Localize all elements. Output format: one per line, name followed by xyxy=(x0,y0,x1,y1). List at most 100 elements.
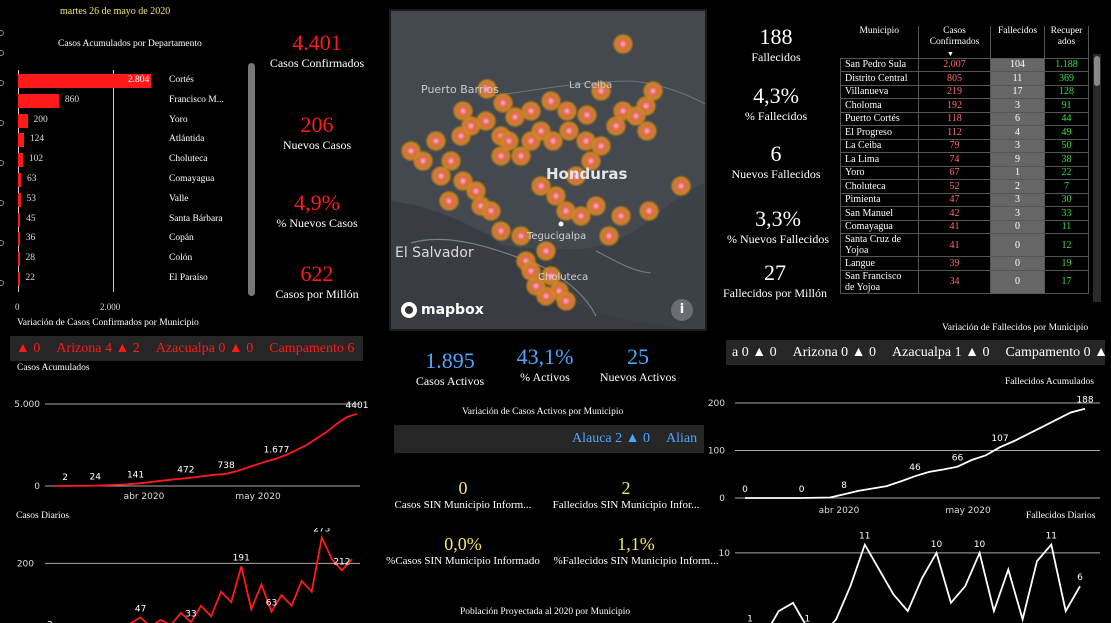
municipality-table-container[interactable]: Municipio Casos Confirmados ▼ Fallecidos … xyxy=(840,26,1102,301)
dept-bar[interactable] xyxy=(18,74,152,88)
data-label: 47 xyxy=(135,604,146,614)
data-label: 6 xyxy=(1077,573,1083,583)
dept-category-label: Copán xyxy=(169,233,194,244)
col-header-casos[interactable]: Casos Confirmados ▼ xyxy=(918,26,991,58)
dept-bar[interactable] xyxy=(18,93,59,108)
cell-fallecidos: 11 xyxy=(990,71,1045,86)
series-line[interactable] xyxy=(745,407,1086,499)
dept-category-label: El Paraíso xyxy=(169,273,208,283)
dept-bar[interactable] xyxy=(18,232,20,247)
table-row[interactable]: Pimienta 47 3 30 xyxy=(840,192,1089,207)
col-header-recuperados[interactable]: Recuper ados xyxy=(1044,26,1089,58)
case-heat-dot xyxy=(576,104,598,126)
dept-bar[interactable] xyxy=(18,133,24,148)
dept-bar[interactable] xyxy=(18,192,21,207)
data-label: 188 xyxy=(1076,396,1093,406)
cumulative-deaths-chart[interactable]: 0 100 200 abr 2020 may 2020 0 0 8 46 66 107 188 xyxy=(700,390,1111,517)
series-line[interactable] xyxy=(750,542,1081,623)
col-header-fallecidos[interactable]: Fallecidos xyxy=(990,26,1045,58)
case-heat-dot xyxy=(585,195,607,217)
case-heat-dot xyxy=(476,78,498,100)
population-title: Población Proyectada al 2020 por Municip… xyxy=(460,607,631,617)
report-date: martes 26 de mayo de 2020 xyxy=(60,6,171,17)
table-row[interactable]: Yoro 67 1 22 xyxy=(840,165,1089,180)
data-label: 4401 xyxy=(346,401,369,411)
series-line[interactable] xyxy=(50,534,353,623)
table-row[interactable]: Choloma 192 3 91 xyxy=(840,98,1089,113)
dept-bar-value: 28 xyxy=(25,253,36,264)
ticker-item: Arizona 4 ▲ 2 xyxy=(56,340,140,356)
y-axis-tick: 5.000 xyxy=(14,400,40,410)
variation-confirmed-ticker[interactable]: ▲ 0 Arizona 4 ▲ 2 Azacualpa 0 ▲ 0 Campam… xyxy=(10,336,363,361)
table-row[interactable]: Choluteca 52 2 7 xyxy=(840,179,1089,194)
table-row[interactable]: San Francisco de Yojoa 34 0 17 xyxy=(840,269,1089,294)
daily-cases-chart[interactable]: 200 2 47 33 191 63 273 212 xyxy=(0,528,370,623)
data-label: 107 xyxy=(991,434,1008,444)
variation-active-ticker[interactable]: Alauca 2 ▲ 0 Alian xyxy=(394,425,704,453)
mapbox-map[interactable]: Puerto Barrios La Ceiba Honduras El Salv… xyxy=(389,9,707,331)
kpi-pct-deaths-no-muni-value: 1,1% xyxy=(617,534,655,554)
dept-bar[interactable] xyxy=(18,272,20,286)
data-label: 11 xyxy=(1046,532,1057,542)
table-row[interactable]: La Lima 74 9 38 xyxy=(840,152,1089,167)
data-label: 212 xyxy=(333,557,350,567)
variation-deaths-ticker[interactable]: a 0 ▲ 0 Arizona 0 ▲ 0 Azacualpa 1 ▲ 0 Ca… xyxy=(726,340,1105,365)
cell-recuperados: 91 xyxy=(1044,98,1089,113)
ticker-item: Campamento 6 xyxy=(269,340,355,356)
table-row[interactable]: Puerto Cortés 118 6 44 xyxy=(840,111,1089,126)
dept-bar[interactable] xyxy=(18,173,21,187)
cumulative-cases-chart[interactable]: 0 5.000 abr 2020 may 2020 2 24 141 472 738 1.677 4… xyxy=(0,378,370,506)
case-heat-dot xyxy=(480,200,502,222)
table-scrollbar[interactable] xyxy=(1093,54,1101,302)
dept-bar-value: 63 xyxy=(26,174,37,184)
dept-bar-value: 36 xyxy=(25,233,36,244)
col-header-municipio[interactable]: Municipio xyxy=(840,26,919,58)
table-row[interactable]: Langue 39 0 19 xyxy=(840,256,1089,271)
kpi-pct-new-label: % Nuevos Casos xyxy=(276,216,358,230)
variation-deaths-title: Variación de Fallecidos por Municipio xyxy=(942,323,1089,333)
chart-title-cum-deaths: Fallecidos Acumulados xyxy=(1005,377,1094,387)
table-row[interactable]: Comayagua 41 0 11 xyxy=(840,219,1089,234)
dept-bar-chart[interactable]: 2.804 Cortés 860 Francisco M... 200 Yoro 124 At… xyxy=(0,70,250,320)
case-heat-dot xyxy=(565,165,587,187)
table-row[interactable]: San Pedro Sula 2.007 104 1.188 xyxy=(840,57,1089,72)
data-label: 141 xyxy=(127,471,144,481)
cell-municipio: San Francisco de Yojoa xyxy=(840,269,919,294)
kpi-pct-new-deaths-value: 3,3% xyxy=(755,206,801,231)
cell-fallecidos: 0 xyxy=(990,233,1045,257)
data-label: 10 xyxy=(931,540,943,550)
ticker-item: Campamento 0 ▲ 0 xyxy=(1005,344,1105,360)
series-line[interactable] xyxy=(55,412,358,487)
map-canvas[interactable]: Puerto Barrios La Ceiba Honduras El Salv… xyxy=(391,11,707,331)
table-scrollbar-thumb[interactable] xyxy=(1094,56,1100,86)
table-row[interactable]: El Progreso 112 4 49 xyxy=(840,125,1089,140)
table-row[interactable]: San Manuel 42 3 33 xyxy=(840,206,1089,221)
info-icon[interactable]: i xyxy=(671,299,693,321)
cell-municipio: El Progreso xyxy=(840,125,919,140)
mapbox-logo[interactable]: mapbox xyxy=(401,302,484,318)
dept-bar[interactable] xyxy=(18,113,28,128)
cell-municipio: San Manuel xyxy=(840,206,919,221)
dept-chart-scrollbar[interactable] xyxy=(248,63,255,296)
cell-casos: 2.007 xyxy=(918,57,991,72)
municipality-table: Municipio Casos Confirmados ▼ Fallecidos … xyxy=(840,26,1089,294)
cell-recuperados: 7 xyxy=(1044,179,1089,194)
case-heat-dot xyxy=(598,225,620,247)
y-axis-tick: 200 xyxy=(708,399,725,409)
table-row[interactable]: Villanueva 219 17 128 xyxy=(840,84,1089,99)
case-heat-dot xyxy=(490,145,512,167)
case-heat-dot xyxy=(412,150,434,172)
table-row[interactable]: Distrito Central 805 11 369 xyxy=(840,71,1089,86)
kpi-new-deaths-value: 6 xyxy=(770,141,782,166)
dept-bar[interactable] xyxy=(18,153,23,168)
cell-recuperados: 44 xyxy=(1044,111,1089,126)
dept-bar[interactable] xyxy=(18,212,21,227)
dept-bar-value: 200 xyxy=(33,114,48,125)
cell-fallecidos: 3 xyxy=(990,98,1045,113)
dept-bar-value: 102 xyxy=(28,154,44,165)
dept-bar[interactable] xyxy=(18,252,20,267)
kpi-active-label: Casos Activos xyxy=(415,374,485,388)
table-row[interactable]: La Ceiba 79 3 50 xyxy=(840,138,1089,153)
table-row[interactable]: Santa Cruz de Yojoa 41 0 12 xyxy=(840,233,1089,257)
